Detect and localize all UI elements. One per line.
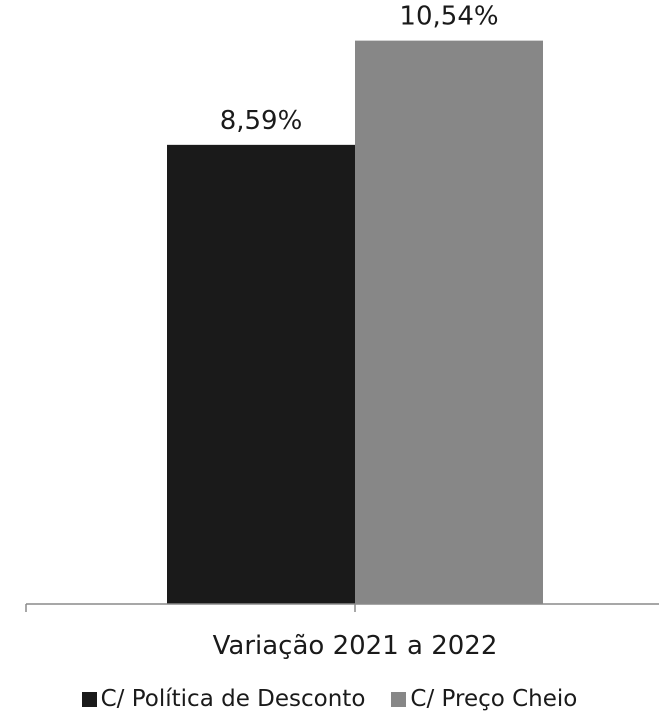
legend-label-discount: C/ Política de Desconto: [100, 686, 366, 712]
legend: C/ Política de Desconto C/ Preço Cheio: [0, 684, 659, 714]
data-labels-group: 8,59% 10,54%: [220, 2, 499, 136]
bar-chart: 8,59% 10,54% Variação 2021 a 2022: [25, 2, 659, 661]
data-label-discount: 8,59%: [220, 106, 303, 136]
legend-item-full-price: C/ Preço Cheio: [391, 686, 577, 712]
bars-group: [167, 40, 543, 605]
legend-item-discount: C/ Política de Desconto: [81, 686, 366, 712]
x-category-label: Variação 2021 a 2022: [213, 631, 498, 661]
bar-full-price: [355, 40, 543, 605]
bar-discount: [167, 144, 355, 605]
legend-swatch-full-price: [391, 691, 407, 707]
legend-label-full-price: C/ Preço Cheio: [410, 686, 578, 712]
legend-swatch-discount: [81, 691, 97, 707]
data-label-full-price: 10,54%: [399, 2, 498, 32]
